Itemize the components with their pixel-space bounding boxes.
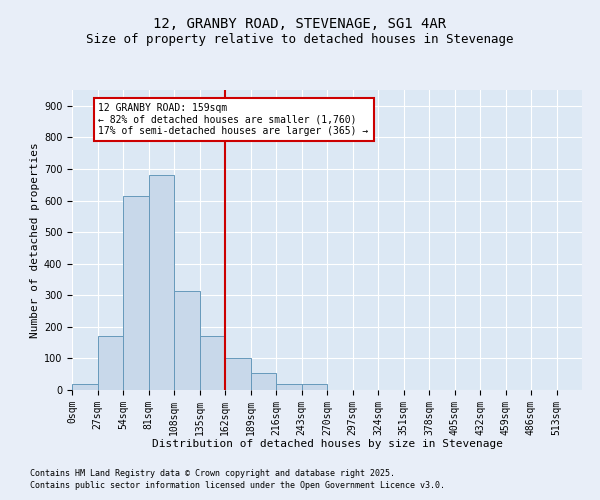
Bar	[149, 176, 174, 390]
Bar	[174, 290, 199, 390]
Text: Contains HM Land Registry data © Crown copyright and database right 2025.: Contains HM Land Registry data © Crown c…	[30, 468, 395, 477]
Text: 12 GRANBY ROAD: 159sqm
← 82% of detached houses are smaller (1,760)
17% of semi-: 12 GRANBY ROAD: 159sqm ← 82% of detached…	[98, 102, 368, 136]
Bar	[251, 372, 276, 390]
Text: 12, GRANBY ROAD, STEVENAGE, SG1 4AR: 12, GRANBY ROAD, STEVENAGE, SG1 4AR	[154, 18, 446, 32]
Bar	[225, 358, 251, 390]
Bar	[72, 384, 97, 390]
X-axis label: Distribution of detached houses by size in Stevenage: Distribution of detached houses by size …	[151, 439, 503, 449]
Bar	[276, 384, 302, 390]
Text: Size of property relative to detached houses in Stevenage: Size of property relative to detached ho…	[86, 32, 514, 46]
Bar	[97, 336, 123, 390]
Text: Contains public sector information licensed under the Open Government Licence v3: Contains public sector information licen…	[30, 481, 445, 490]
Bar	[199, 336, 225, 390]
Y-axis label: Number of detached properties: Number of detached properties	[29, 142, 40, 338]
Bar	[123, 196, 149, 390]
Bar	[302, 384, 327, 390]
